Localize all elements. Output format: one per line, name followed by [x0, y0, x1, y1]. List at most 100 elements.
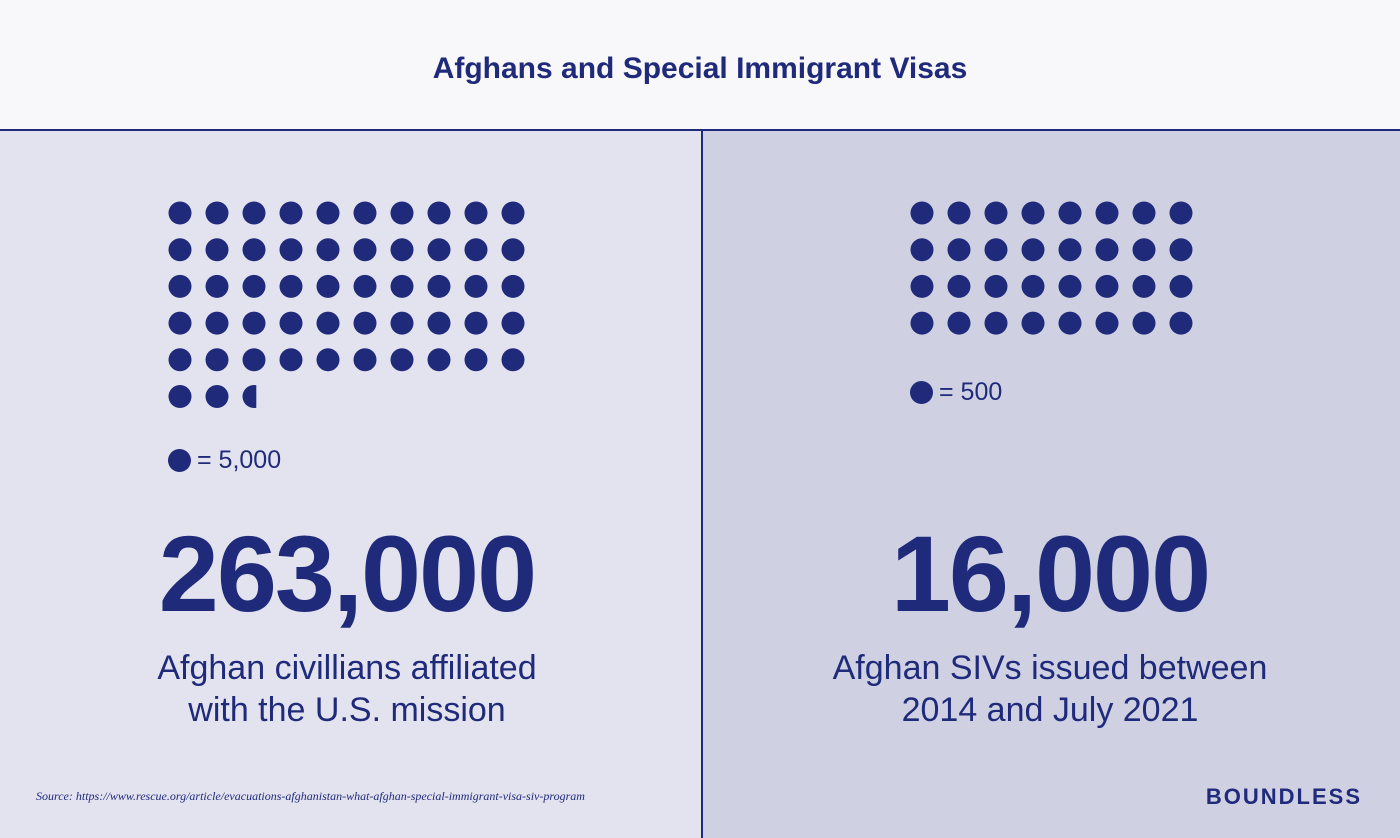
pictogram-dot: [1095, 201, 1119, 225]
pictogram-dot: [205, 311, 229, 335]
pictogram-dot: [910, 238, 934, 262]
pictogram-dot: [242, 311, 266, 335]
pictogram-dot: [205, 385, 229, 408]
pictogram-dot: [168, 238, 192, 262]
pictogram-dot: [390, 274, 414, 298]
pictogram-dot: [1132, 274, 1156, 298]
pictogram-dot: [1058, 238, 1082, 262]
pictogram-dot: [427, 201, 451, 225]
left-panel: [0, 131, 701, 838]
pictogram-dot: [316, 311, 340, 335]
panel-divider: [701, 131, 703, 838]
pictogram-dot: [205, 274, 229, 298]
pictogram-dot: [316, 348, 340, 372]
pictogram-dot: [464, 311, 488, 335]
pictogram-dot: [242, 274, 266, 298]
pictogram-dot: [1021, 274, 1045, 298]
pictogram-dot: [1058, 274, 1082, 298]
pictogram-dot: [464, 238, 488, 262]
pictogram-dot: [390, 238, 414, 262]
pictogram-dot: [910, 201, 934, 225]
pictogram-dot: [168, 348, 192, 372]
pictogram-dot: [390, 311, 414, 335]
pictogram-dot: [390, 348, 414, 372]
pictogram-dot: [279, 201, 303, 225]
pictogram-dot: [353, 238, 377, 262]
pictogram-dot: [464, 348, 488, 372]
pictogram-dot: [501, 348, 525, 372]
brand-logo: BOUNDLESS: [1205, 784, 1362, 809]
pictogram-dot: [390, 201, 414, 225]
pictogram-dot: [984, 238, 1008, 262]
pictogram-dot: [279, 348, 303, 372]
legend-right-label: = 500: [939, 378, 1003, 406]
pictogram-dot: [353, 348, 377, 372]
pictogram-dot: [205, 348, 229, 372]
pictogram-partial-dot: [242, 385, 257, 408]
pictogram-dot: [1058, 311, 1082, 335]
pictogram-dot: [316, 201, 340, 225]
pictogram-dot: [279, 311, 303, 335]
pictogram-dot: [427, 348, 451, 372]
page-title: Afghans and Special Immigrant Visas: [432, 52, 968, 85]
pictogram-dot: [984, 201, 1008, 225]
legend-dot-icon: [168, 449, 191, 472]
pictogram-dot: [1058, 201, 1082, 225]
pictogram-dot: [464, 201, 488, 225]
caption-right: Afghan SIVs issued between 2014 and July…: [800, 647, 1300, 731]
pictogram-dot: [1132, 201, 1156, 225]
pictogram-dot: [316, 274, 340, 298]
pictogram-dot: [947, 238, 971, 262]
pictogram-dot: [168, 274, 192, 298]
pictogram-dot: [168, 201, 192, 225]
pictogram-dot: [242, 348, 266, 372]
pictogram-dot: [1169, 274, 1193, 298]
pictogram-dot: [947, 201, 971, 225]
pictogram-dot: [501, 274, 525, 298]
source-note: Source: https://www.rescue.org/article/e…: [36, 789, 585, 803]
pictogram-dot: [316, 238, 340, 262]
pictogram-dot: [353, 274, 377, 298]
pictogram-dot: [1169, 201, 1193, 225]
pictogram-dot: [168, 385, 192, 408]
pictogram-dot: [1095, 274, 1119, 298]
big-number-right: 16,000: [890, 513, 1211, 634]
pictogram-dot: [427, 274, 451, 298]
caption-left-line1: Afghan civillians affiliated: [157, 649, 537, 687]
pictogram-dot: [984, 274, 1008, 298]
pictogram-dot: [984, 311, 1008, 335]
pictogram-dot: [353, 311, 377, 335]
pictogram-dot: [1132, 238, 1156, 262]
right-panel: [703, 131, 1400, 838]
pictogram-dot: [427, 238, 451, 262]
pictogram-dot: [1132, 311, 1156, 335]
pictogram-dot: [427, 311, 451, 335]
pictogram-dot: [353, 201, 377, 225]
pictogram-dot: [242, 238, 266, 262]
pictogram-dot: [1169, 311, 1193, 335]
pictogram-dot: [464, 274, 488, 298]
caption-left: Afghan civillians affiliated with the U.…: [100, 647, 594, 731]
legend-left: = 5,000: [168, 446, 281, 475]
pictogram-dot: [910, 274, 934, 298]
legend-dot-icon: [910, 381, 933, 404]
pictogram-dot: [1095, 238, 1119, 262]
pictogram-dot: [501, 311, 525, 335]
pictogram-dot: [1021, 201, 1045, 225]
pictogram-dot: [279, 238, 303, 262]
caption-right-line2: 2014 and July 2021: [901, 691, 1199, 729]
pictogram-dot: [501, 201, 525, 225]
pictogram-dot: [205, 238, 229, 262]
pictogram-dot: [501, 238, 525, 262]
caption-left-line2: with the U.S. mission: [188, 691, 506, 729]
legend-left-label: = 5,000: [197, 446, 282, 474]
pictogram-dot: [947, 274, 971, 298]
header: Afghans and Special Immigrant Visas: [0, 0, 1400, 131]
caption-right-line1: Afghan SIVs issued between: [832, 649, 1268, 687]
pictogram-dot: [205, 201, 229, 225]
pictogram-dot: [1021, 311, 1045, 335]
pictogram-dot: [947, 311, 971, 335]
pictogram-dot: [1169, 238, 1193, 262]
